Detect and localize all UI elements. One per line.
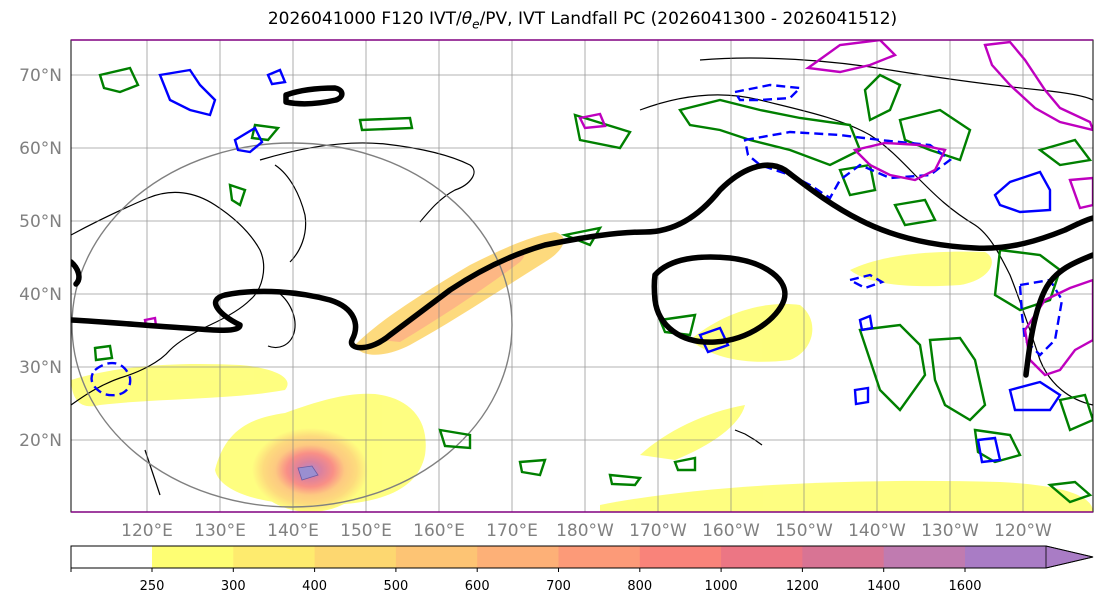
colorbar-segment [965,546,1047,568]
lon-label: 160°W [702,521,760,541]
colorbar-tick-label: 400 [302,579,327,594]
lat-label: 20°N [19,431,62,451]
lon-label: 130°E [194,521,246,541]
colorbar-tick-label: 1200 [786,579,819,594]
lat-label: 70°N [19,66,62,86]
lat-label: 50°N [19,212,62,232]
ivt-east-band [850,251,992,287]
longitude-labels: 120°E 130°E 140°E 150°E 160°E 170°E 180°… [121,521,1052,541]
colorbar-segment [233,546,316,568]
colorbar-tick-label: 500 [383,579,408,594]
latitude-labels: 70°N 60°N 50°N 40°N 30°N 20°N [19,66,62,451]
pv-west-edge [71,259,82,287]
colorbar-tick-label: 1400 [867,579,900,594]
lon-label: 160°E [413,521,465,541]
coast-japan [267,289,296,349]
ivt-colorbar: 250 300 400 500 600 700 800 1000 1200 1400 1600 [70,545,1094,594]
ivt-west-band [71,363,288,407]
colorbar-segment [883,546,966,568]
lon-label: 170°W [629,521,687,541]
colorbar-segment [802,546,885,568]
ivt-pc-magenta-contours [143,40,1093,377]
lon-label: 150°W [775,521,833,541]
colorbar-segment [721,546,803,568]
lon-label: 120°W [994,521,1052,541]
lon-label: 150°E [340,521,392,541]
lat-label: 60°N [19,139,62,159]
theta-e-blue-contours [158,68,1062,464]
coast-alaska [639,94,1093,406]
ivt-plume-pacific-core [380,253,525,342]
theta-e-green-contours [93,66,1093,504]
colorbar-extend-arrow [1045,545,1094,569]
lon-label: 140°W [848,521,906,541]
ivt-shading [71,232,1093,512]
landfall-pc-circle [71,142,513,508]
pv-black-contours [71,85,1093,378]
chart-title: 2026041000 F120 IVT/θe/PV, IVT Landfall … [267,9,898,32]
pv-arctic-blob [283,85,345,107]
coast-kamchatka [274,164,307,263]
lon-label: 130°W [921,521,979,541]
ivt-south-strip [600,480,1093,512]
colorbar-tick-label: 700 [546,579,571,594]
colorbar-tick-label: 1600 [948,579,981,594]
coast-asia [71,191,265,406]
typhoon-center-mark [297,465,319,481]
colorbar-segment [558,546,641,568]
colorbar-tick-label: 600 [465,579,490,594]
pv-cutoff-low [651,254,788,345]
lat-label: 30°N [19,358,62,378]
colorbar-segment [395,546,478,568]
pv-east-trough [1023,252,1093,378]
lon-label: 120°E [121,521,173,541]
colorbar-tick-label: 300 [221,579,246,594]
lat-label: 40°N [19,285,62,305]
colorbar-tick-label: 1000 [705,579,738,594]
lon-label: 180°W [556,521,614,541]
coast-arctic [699,57,1093,101]
colorbar-segment [314,546,397,568]
colorbar-segment [152,546,234,568]
lon-label: 140°E [267,521,319,541]
colorbar-segment [639,546,722,568]
colorbar-tick-label: 250 [140,579,165,594]
colorbar-blank-segment [71,546,152,568]
colorbar-tick-label: 800 [627,579,652,594]
colorbar-outline [70,545,1094,569]
colorbar-segment [477,546,559,568]
coast-philippines [144,449,161,496]
coast-hawaii [734,429,763,446]
lon-label: 170°E [486,521,538,541]
pv-main-jet [71,162,1093,351]
colorbar-ticks: 250 300 400 500 600 700 800 1000 1200 1400 1600 [70,568,982,594]
ivt-hawaii-band [640,405,745,460]
